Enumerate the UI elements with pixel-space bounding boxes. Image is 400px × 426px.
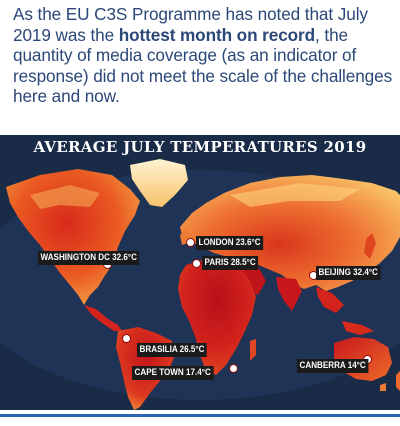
brasilia-label: BRASILIA 26.5°C	[137, 343, 207, 357]
intro-text-part1: As the EU C3S Programme has noted that J…	[13, 4, 368, 45]
intro-text-part2: , the quantity of media coverage (as an …	[13, 24, 393, 107]
central-america-landmass	[84, 305, 122, 331]
washington-label: WASHINGTON DC 32.6°C	[38, 251, 140, 265]
canberra-label: CANBERRA 14°C	[297, 359, 369, 373]
africa-landmass	[178, 259, 256, 375]
beijing-label: BEIJING 32.4°C	[316, 266, 381, 280]
london-label: LONDON 23.6°C	[196, 236, 264, 250]
map-title: AVERAGE JULY TEMPERATURES 2019	[33, 138, 367, 156]
brasilia-marker-dot	[122, 334, 131, 343]
bottom-rule	[0, 410, 400, 426]
capetown-marker-dot	[229, 364, 238, 373]
paris-marker-dot	[192, 259, 201, 268]
london-marker-dot	[186, 238, 195, 247]
eurasia-landmass	[180, 175, 400, 291]
intro-paragraph: As the EU C3S Programme has noted that J…	[13, 4, 393, 107]
bottom-blue-line	[0, 414, 400, 417]
greenland-landmass	[130, 159, 188, 207]
india-landmass	[276, 277, 302, 311]
intro-highlight: hottest month on record	[118, 24, 316, 45]
paris-label: PARIS 28.5°C	[202, 256, 259, 270]
temperature-map-panel: AVERAGE JULY TEMPERATURES 2019	[0, 135, 400, 410]
capetown-label: CAPE TOWN 17.4°C	[132, 366, 214, 380]
